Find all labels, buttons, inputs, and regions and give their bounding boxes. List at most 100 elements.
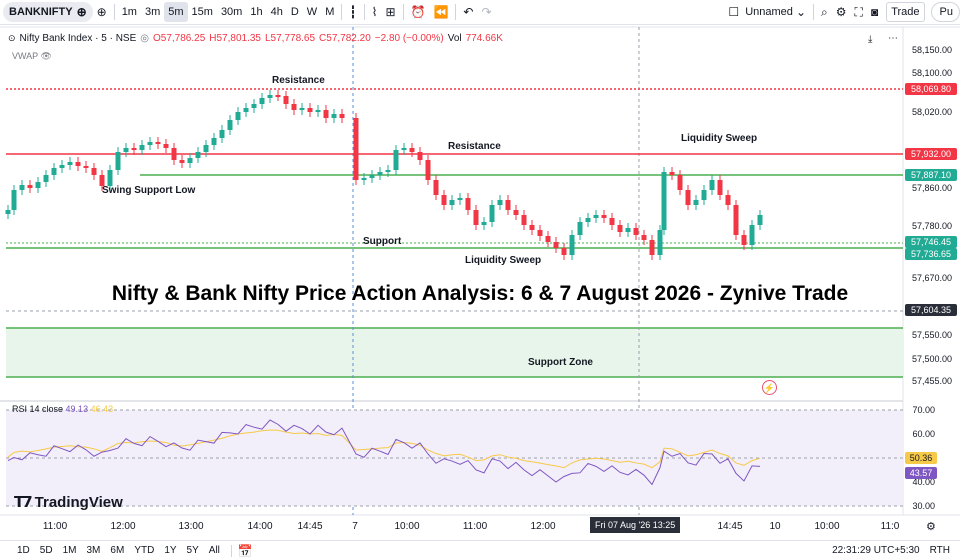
candle-body bbox=[717, 180, 723, 195]
candle-body bbox=[741, 235, 747, 245]
symbol-name: BANKNIFTY bbox=[9, 6, 73, 18]
candle-body bbox=[701, 190, 707, 200]
add-symbol-button[interactable]: ⊕ bbox=[93, 2, 111, 22]
indicators-button[interactable]: ⌇ bbox=[368, 2, 382, 22]
session-button[interactable]: RTH bbox=[929, 545, 950, 556]
rsi-ma-value: 46.43 bbox=[90, 404, 114, 414]
time-tick: 11:0 bbox=[880, 521, 900, 532]
redo-button[interactable]: ↷ bbox=[477, 2, 495, 22]
annotation-support-zone[interactable]: Support Zone bbox=[528, 357, 593, 368]
price-tick: 57,500.00 bbox=[911, 354, 952, 364]
vwap-indicator-label[interactable]: VWAP 👁 bbox=[12, 51, 52, 62]
candle-body bbox=[749, 225, 755, 245]
date-range-icon[interactable]: 📅 bbox=[237, 543, 253, 558]
candle-body bbox=[307, 108, 313, 112]
price-tick: 57,550.00 bbox=[911, 330, 952, 340]
range-ytd[interactable]: YTD bbox=[134, 545, 155, 556]
interval-4h[interactable]: 4h bbox=[270, 6, 283, 18]
range-1y[interactable]: 1Y bbox=[164, 545, 177, 556]
candle-body bbox=[107, 170, 113, 186]
range-all[interactable]: All bbox=[208, 545, 220, 556]
candle-body bbox=[211, 138, 217, 145]
collapse-panel-icon[interactable]: ⤓ bbox=[868, 34, 873, 45]
annotation-liquidity-sweep-1[interactable]: Liquidity Sweep bbox=[681, 133, 758, 144]
publish-button[interactable]: Pu bbox=[930, 2, 960, 22]
interval-d[interactable]: D bbox=[290, 6, 299, 18]
more-options-icon[interactable]: ⋯ bbox=[888, 33, 898, 44]
quick-search-button[interactable]: ⌕ bbox=[817, 2, 832, 22]
candle-body bbox=[649, 240, 655, 255]
price-tick: 58,020.00 bbox=[911, 107, 952, 117]
axis-settings-icon[interactable]: ⚙ bbox=[926, 521, 936, 533]
snapshot-button[interactable]: ◙ bbox=[867, 2, 882, 22]
candle-body bbox=[661, 172, 667, 230]
interval-w[interactable]: W bbox=[306, 6, 318, 18]
range-1m[interactable]: 1M bbox=[62, 545, 77, 556]
range-5d[interactable]: 5D bbox=[39, 545, 53, 556]
candle-body bbox=[377, 172, 383, 175]
interval-1h[interactable]: 1h bbox=[250, 6, 263, 18]
candle-body bbox=[609, 218, 615, 225]
eye-icon[interactable]: 👁 bbox=[40, 51, 52, 61]
rsi-line bbox=[7, 419, 761, 486]
alert-button[interactable]: ⏰ bbox=[407, 2, 430, 22]
price-label-resistance[interactable]: 57,932.00 bbox=[905, 148, 957, 160]
undo-icon: ↶ bbox=[463, 5, 474, 19]
annotation-support[interactable]: Support bbox=[363, 236, 402, 247]
settings-button[interactable]: ⚙ bbox=[832, 2, 851, 22]
headline-text: Nifty & Bank Nifty Price Action Analysis… bbox=[111, 282, 849, 305]
undo-button[interactable]: ↶ bbox=[459, 2, 477, 22]
interval-1m[interactable]: 1m bbox=[121, 6, 137, 18]
candle-body bbox=[417, 152, 423, 160]
candle-body bbox=[489, 205, 495, 222]
candle-body bbox=[561, 248, 567, 255]
legend-volume-label: Vol bbox=[447, 33, 462, 44]
tradingview-logo[interactable]: 𝗧𝟳 TradingView bbox=[14, 493, 123, 512]
clock[interactable]: 22:31:29 UTC+5:30 bbox=[832, 545, 920, 556]
layout-name: Unnamed bbox=[745, 6, 793, 18]
fullscreen-button[interactable]: ⛶ bbox=[851, 2, 867, 22]
legend-low: L57,778.65 bbox=[264, 33, 316, 44]
interval-m[interactable]: M bbox=[325, 6, 335, 18]
trade-button[interactable]: Trade bbox=[886, 2, 925, 22]
annotation-resistance-2[interactable]: Resistance bbox=[448, 141, 501, 152]
price-label-support[interactable]: 57,887.10 bbox=[905, 169, 957, 181]
candle-body bbox=[5, 210, 11, 214]
fullscreen-icon: ⛶ bbox=[854, 4, 863, 19]
range-5y[interactable]: 5Y bbox=[186, 545, 199, 556]
candle-body bbox=[625, 228, 631, 232]
rsi-value-label: 43.57 bbox=[905, 467, 937, 479]
candle-body bbox=[187, 158, 193, 163]
layout-button[interactable]: ☐ Unnamed ⌄ bbox=[724, 2, 810, 22]
interval-3m[interactable]: 3m bbox=[144, 6, 161, 18]
interval-5m[interactable]: 5m bbox=[164, 2, 188, 22]
range-6m[interactable]: 6M bbox=[110, 545, 125, 556]
price-label-resistance[interactable]: 58,069.80 bbox=[905, 83, 957, 95]
time-tick: 11:00 bbox=[462, 521, 488, 532]
annotation-swing-support-low[interactable]: Swing Support Low bbox=[102, 185, 196, 196]
candle-body bbox=[283, 96, 289, 104]
symbol-search-button[interactable]: BANKNIFTY ⊕ bbox=[3, 2, 93, 22]
interval-30m[interactable]: 30m bbox=[220, 6, 243, 18]
templates-button[interactable]: ⊞ bbox=[381, 2, 399, 22]
chevron-icon[interactable]: ⊙ bbox=[8, 33, 16, 43]
price-label-support[interactable]: 57,746.45 bbox=[905, 236, 957, 248]
add-comparison-icon[interactable]: ⊕ bbox=[76, 5, 87, 19]
replay-button[interactable]: ⏪ bbox=[429, 2, 452, 22]
candle-body bbox=[545, 236, 551, 242]
range-3m[interactable]: 3M bbox=[86, 545, 101, 556]
lightning-icon[interactable]: ⚡ bbox=[762, 380, 777, 395]
rsi-tick: 60.00 bbox=[912, 429, 935, 439]
legend-eye-icon[interactable]: ◎ bbox=[140, 33, 149, 44]
annotation-resistance-1[interactable]: Resistance bbox=[272, 75, 325, 86]
tradingview-logo-icon: 𝗧𝟳 bbox=[14, 494, 33, 511]
range-1d[interactable]: 1D bbox=[17, 545, 30, 556]
price-label-support[interactable]: 57,736.65 bbox=[905, 248, 957, 260]
interval-15m[interactable]: 15m bbox=[191, 6, 213, 18]
chart-type-button[interactable]: ┇ bbox=[345, 2, 360, 22]
gear-icon: ⚙ bbox=[835, 5, 847, 19]
chevron-down-icon: ⌄ bbox=[795, 5, 807, 19]
legend-title: Nifty Bank Index · 5 · NSE bbox=[19, 33, 137, 44]
annotation-liquidity-sweep-2[interactable]: Liquidity Sweep bbox=[465, 255, 542, 266]
